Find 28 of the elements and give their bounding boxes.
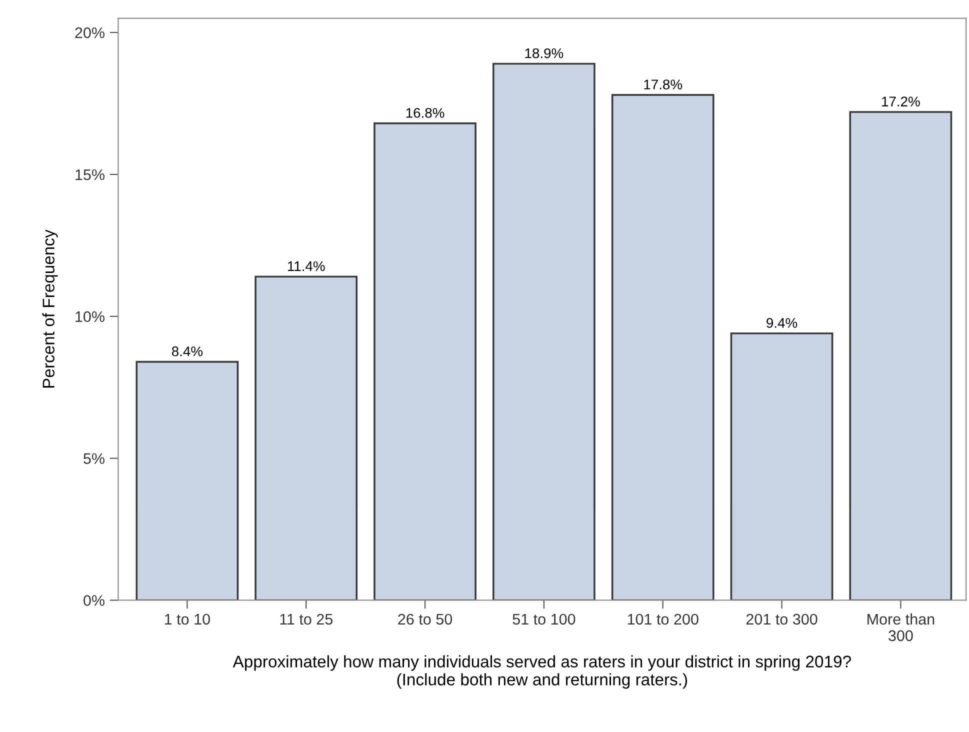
data-label: 17.2% bbox=[882, 96, 920, 106]
y-tick-label: 20% bbox=[75, 27, 104, 38]
y-axis-title: Percent of Frequency bbox=[42, 230, 58, 388]
x-tick-label: 1 to 10 bbox=[164, 614, 210, 625]
x-tick-label: More than 300 bbox=[868, 613, 934, 642]
x-tick-label: 26 to 50 bbox=[398, 614, 452, 625]
x-axis-title: Approximately how many individuals served as raters in your district in spring 2019? (Include both new and returning raters.) bbox=[232, 655, 851, 689]
bar bbox=[136, 360, 239, 600]
x-tick-label: 51 to 100 bbox=[512, 614, 576, 625]
bar bbox=[849, 111, 952, 600]
bar bbox=[254, 276, 358, 600]
data-label: 8.4% bbox=[172, 346, 203, 356]
y-tick-label: 0% bbox=[84, 595, 104, 606]
data-label: 17.8% bbox=[644, 80, 682, 90]
y-tick-label: 10% bbox=[76, 311, 104, 322]
data-label: 9.4% bbox=[766, 318, 798, 328]
bar bbox=[611, 94, 714, 600]
data-label: 18.9% bbox=[525, 48, 564, 58]
y-tick-label: 5% bbox=[84, 453, 104, 464]
x-tick-label: 101 to 200 bbox=[628, 614, 698, 625]
bar bbox=[730, 332, 834, 600]
x-tick-label: 11 to 25 bbox=[280, 614, 333, 625]
bar bbox=[492, 62, 596, 600]
data-label: 16.8% bbox=[406, 108, 444, 118]
data-label: 11.4% bbox=[288, 261, 325, 272]
y-tick-label: 15% bbox=[76, 169, 104, 180]
x-tick-label: 201 to 300 bbox=[746, 614, 818, 625]
bar bbox=[374, 122, 476, 600]
